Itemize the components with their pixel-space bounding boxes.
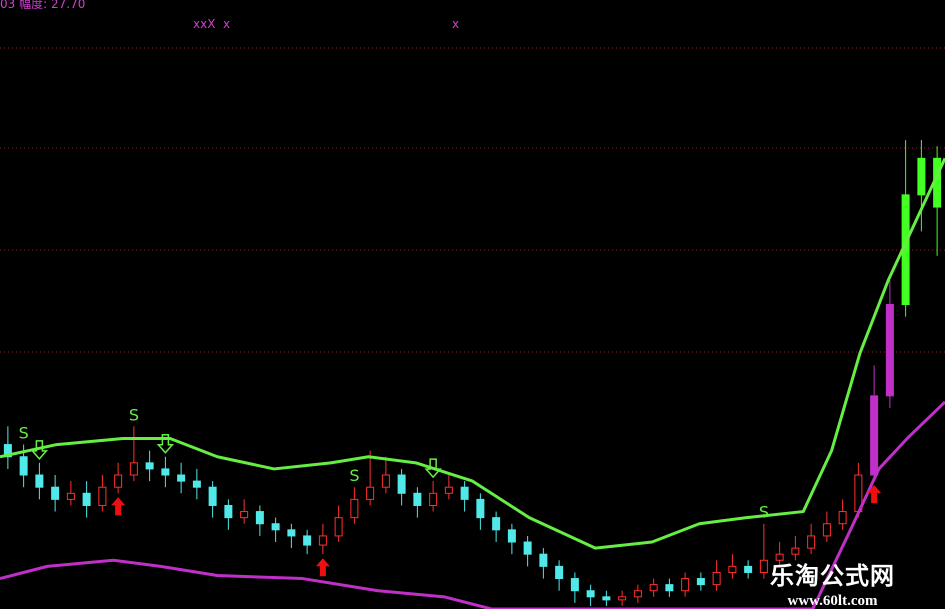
candle-body: [66, 492, 75, 500]
candle-body: [255, 511, 264, 525]
candle-body: [350, 498, 359, 519]
candle-body: [271, 523, 280, 531]
candle-body: [318, 535, 327, 546]
sell-signal-s: S: [19, 424, 29, 443]
candle-body: [712, 571, 721, 586]
candle-body: [791, 547, 800, 555]
candle-body: [759, 559, 768, 573]
candle-body: [917, 157, 926, 196]
candle-body: [570, 578, 579, 592]
candle-body: [224, 504, 233, 519]
candle-body: [129, 462, 138, 476]
candle-body: [51, 486, 60, 500]
candle-body: [35, 474, 44, 488]
candle-body: [838, 511, 847, 525]
candle-body: [539, 553, 548, 567]
candle-body: [460, 486, 469, 500]
candle-body: [728, 565, 737, 573]
candle-body: [287, 529, 296, 537]
candle-body: [492, 517, 501, 531]
candle-body: [696, 578, 705, 586]
watermark-name: 乐淘公式网: [770, 562, 895, 590]
sell-signal-s: S: [349, 466, 359, 485]
upper-band-line: [0, 157, 945, 550]
candle-body: [807, 535, 816, 549]
candle-body: [145, 462, 154, 470]
candle-body: [444, 486, 453, 494]
sell-signal-s: S: [129, 405, 139, 424]
candle-body: [476, 498, 485, 519]
candle-body: [413, 492, 422, 506]
watermark-url: www.60lt.com: [787, 593, 878, 609]
candle-body: [82, 492, 91, 506]
header-readout: 03 幅度: 27.70: [0, 0, 85, 12]
candle-body: [429, 492, 438, 506]
candle-body: [98, 486, 107, 506]
candle-body: [555, 565, 564, 580]
candle-body: [208, 486, 217, 506]
sell-arrow-icon: [30, 440, 49, 460]
candle-body: [381, 474, 390, 488]
candle-body: [665, 584, 674, 592]
candle-body: [177, 474, 186, 482]
candle-body: [303, 535, 312, 546]
sell-signal-s: S: [759, 503, 769, 522]
candle-body: [19, 456, 28, 476]
marks-left: xxX x: [193, 17, 231, 31]
header-label: 幅度:: [19, 0, 48, 11]
buy-arrow-icon: [111, 497, 126, 516]
candle-body: [334, 517, 343, 537]
candle-body: [870, 395, 879, 476]
candle-body: [744, 565, 753, 573]
candle-body: [397, 474, 406, 494]
candle-body: [161, 468, 170, 476]
candle-body: [114, 474, 123, 488]
candle-body: [775, 553, 784, 561]
sell-arrow-icon: [424, 458, 442, 479]
candle-body: [240, 511, 249, 519]
candle-body: [885, 304, 894, 397]
watermark: 乐淘公式网 www.60lt.com: [770, 556, 895, 609]
candle-body: [618, 596, 627, 601]
candle-body: [192, 480, 201, 488]
candle-body: [3, 444, 12, 458]
candle-body: [586, 590, 595, 598]
buy-arrow-icon: [867, 485, 882, 504]
candle-body: [507, 529, 516, 543]
header-value: 27.70: [50, 0, 86, 11]
candle-body: [523, 541, 532, 555]
marks-right: x: [452, 17, 460, 31]
candle-body: [633, 590, 642, 598]
candle-body: [366, 486, 375, 500]
buy-arrow-icon: [315, 558, 330, 577]
header-code: 03: [0, 0, 16, 11]
sell-arrow-icon: [156, 434, 175, 454]
candle-body: [681, 578, 690, 592]
lower-band-line: [0, 400, 945, 609]
candle-body: [649, 584, 658, 592]
candle-body: [602, 596, 611, 601]
candle-body: [822, 523, 831, 537]
